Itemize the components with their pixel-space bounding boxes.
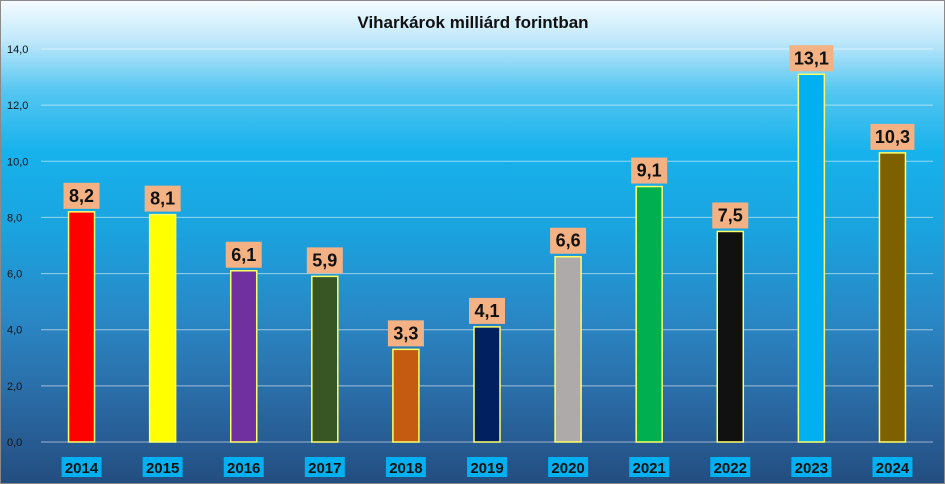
category-label-background bbox=[548, 457, 589, 477]
data-label-2015: 8,1 bbox=[150, 189, 175, 209]
x-tick-label-2014: 2014 bbox=[65, 460, 99, 477]
y-axis-ticks: 0,0 2,0 4,0 6,0 8,0 10,0 12,0 14,0 bbox=[7, 44, 28, 449]
data-label-background bbox=[144, 185, 181, 212]
x-tick-label-2016: 2016 bbox=[227, 460, 260, 477]
y-tick-label: 8,0 bbox=[7, 212, 22, 224]
bar-2024 bbox=[878, 152, 907, 443]
data-label-2024: 10,3 bbox=[875, 127, 910, 147]
x-tick-label-2018: 2018 bbox=[389, 460, 422, 477]
x-tick-label-2021: 2021 bbox=[632, 460, 665, 477]
data-label-2021: 9,1 bbox=[637, 161, 662, 181]
x-tick-label-2020: 2020 bbox=[551, 460, 584, 477]
category-label-background bbox=[142, 457, 183, 477]
data-label-background bbox=[631, 157, 668, 184]
bar-2014 bbox=[67, 211, 96, 443]
data-label-background bbox=[870, 123, 915, 150]
x-tick-label-2017: 2017 bbox=[308, 460, 341, 477]
y-tick-label: 14,0 bbox=[7, 44, 28, 56]
data-label-background bbox=[225, 241, 262, 268]
y-tick-label: 6,0 bbox=[7, 269, 22, 281]
data-label-background bbox=[789, 45, 834, 72]
y-tick-label: 12,0 bbox=[7, 100, 28, 112]
category-label-background bbox=[872, 457, 913, 477]
data-label-2014: 8,2 bbox=[69, 186, 94, 206]
category-labels: 2014 2015 2016 2017 2018 2019 2020 2021 2022 2023… bbox=[61, 457, 913, 477]
y-tick-label: 2,0 bbox=[7, 381, 22, 393]
bar-2021 bbox=[635, 185, 663, 443]
data-label-2020: 6,6 bbox=[556, 231, 581, 251]
bar-2016 bbox=[229, 270, 258, 443]
data-label-background bbox=[712, 202, 749, 229]
category-label-background bbox=[385, 457, 426, 477]
data-label-2016: 6,1 bbox=[231, 245, 256, 265]
data-label-2018: 3,3 bbox=[393, 323, 418, 343]
data-label-background bbox=[63, 182, 100, 209]
data-labels: 8,2 8,1 6,1 5,9 3,3 4,1 6,6 9,1 7,5 13,1 10,3 bbox=[63, 45, 915, 347]
category-label-background bbox=[61, 457, 102, 477]
x-tick-label-2015: 2015 bbox=[146, 460, 179, 477]
bar-2022 bbox=[716, 230, 745, 443]
bars bbox=[67, 73, 907, 443]
y-tick-label: 10,0 bbox=[7, 156, 28, 168]
bar-2015 bbox=[148, 213, 177, 443]
x-tick-label-2024: 2024 bbox=[876, 460, 910, 477]
category-label-background bbox=[629, 457, 670, 477]
bar-2018 bbox=[392, 348, 420, 443]
data-label-2022: 7,5 bbox=[718, 205, 743, 225]
chart-title: Viharkárok milliárd forintban bbox=[357, 13, 588, 32]
data-label-2019: 4,1 bbox=[474, 301, 499, 321]
category-label-background bbox=[467, 457, 507, 477]
bar-2020 bbox=[554, 255, 582, 443]
data-label-background bbox=[306, 247, 343, 274]
category-label-background bbox=[710, 457, 751, 477]
y-tick-label: 0,0 bbox=[7, 437, 22, 449]
x-tick-label-2023: 2023 bbox=[795, 460, 828, 477]
category-label-background bbox=[223, 457, 264, 477]
category-label-background bbox=[304, 457, 345, 477]
x-tick-label-2022: 2022 bbox=[714, 460, 747, 477]
data-label-background bbox=[469, 297, 505, 324]
data-label-background bbox=[550, 227, 587, 254]
data-label-2017: 5,9 bbox=[312, 250, 337, 270]
data-label-background bbox=[387, 320, 424, 347]
bar-2019 bbox=[473, 326, 501, 443]
y-tick-label: 4,0 bbox=[7, 325, 22, 337]
bar-2023 bbox=[797, 73, 826, 443]
x-tick-label-2019: 2019 bbox=[470, 460, 503, 477]
category-label-background bbox=[791, 457, 832, 477]
bar-2017 bbox=[311, 275, 339, 443]
data-label-2023: 13,1 bbox=[794, 48, 829, 68]
